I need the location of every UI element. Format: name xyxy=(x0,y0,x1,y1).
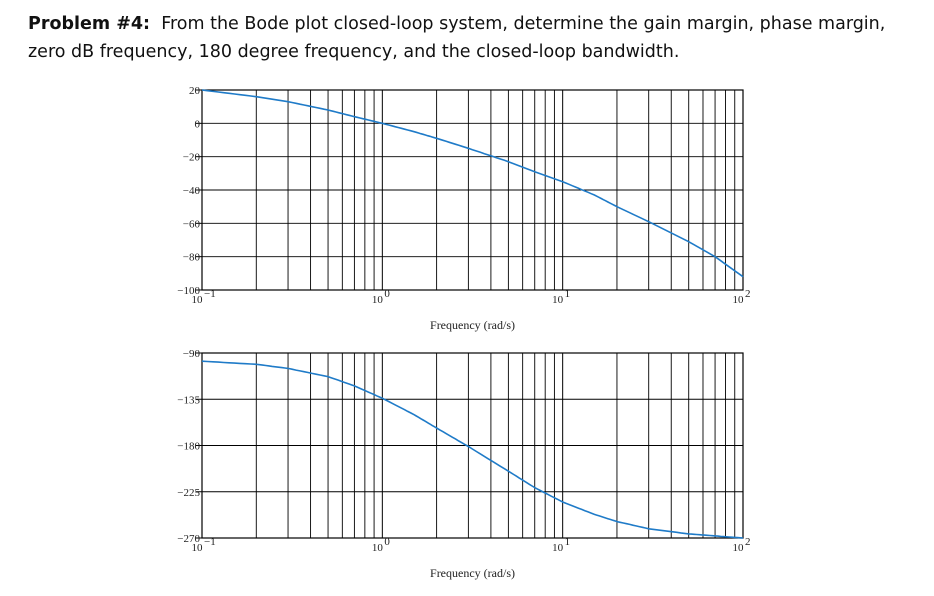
x-tick-exponent: −1 xyxy=(204,536,216,548)
y-tick-label: 0 xyxy=(195,118,201,130)
y-tick-label: −180 xyxy=(177,441,200,453)
series-line xyxy=(201,89,744,278)
y-tick-label: −80 xyxy=(183,252,201,264)
y-tick-label: −20 xyxy=(183,152,201,164)
y-tick-label: −270 xyxy=(177,533,200,545)
y-tick-label: −60 xyxy=(183,218,201,230)
problem-label: Problem #4: xyxy=(28,14,151,34)
x-tick-exponent: 2 xyxy=(745,288,751,300)
x-tick-label: 10 xyxy=(372,294,384,306)
y-tick-label: −100 xyxy=(177,285,200,297)
x-tick-label: 10 xyxy=(192,542,204,554)
x-tick-exponent: 0 xyxy=(384,288,390,300)
x-tick-label: 10 xyxy=(372,542,384,554)
y-tick-label: 20 xyxy=(189,85,201,97)
x-tick-exponent: 1 xyxy=(565,536,571,548)
x-tick-label: 10 xyxy=(733,542,745,554)
series-line xyxy=(201,360,744,539)
x-tick-exponent: 0 xyxy=(384,536,390,548)
y-tick-label: −90 xyxy=(183,348,201,360)
x-axis-label: Frequency (rad/s) xyxy=(430,318,515,332)
y-tick-label: −225 xyxy=(177,487,200,499)
x-axis-label: Frequency (rad/s) xyxy=(430,566,515,580)
x-tick-exponent: 2 xyxy=(745,536,751,548)
y-tick-label: −40 xyxy=(183,185,201,197)
x-tick-label: 10 xyxy=(733,294,745,306)
y-tick-label: −135 xyxy=(177,394,200,406)
x-tick-label: 10 xyxy=(552,294,564,306)
x-tick-exponent: 1 xyxy=(565,288,571,300)
x-tick-exponent: −1 xyxy=(204,288,216,300)
problem-text: From the Bode plot closed-loop system, d… xyxy=(28,14,886,62)
problem-statement: Problem #4: From the Bode plot closed-lo… xyxy=(28,10,918,66)
x-tick-label: 10 xyxy=(552,542,564,554)
x-tick-label: 10 xyxy=(192,294,204,306)
